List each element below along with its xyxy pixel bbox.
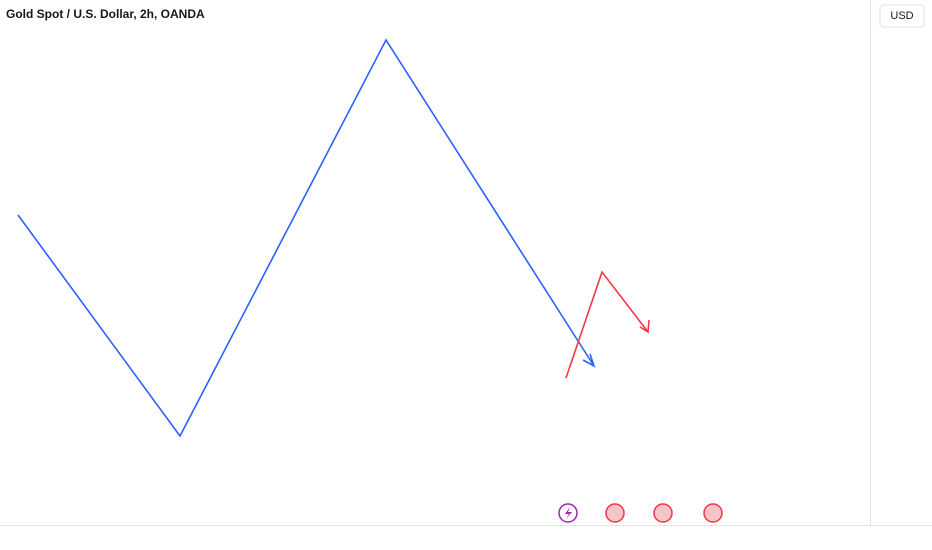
chart-title: Gold Spot / U.S. Dollar, 2h, OANDA: [6, 7, 205, 21]
event-icon: [653, 503, 673, 523]
currency-label: USD: [890, 10, 913, 22]
event-icon: [703, 503, 723, 523]
currency-button[interactable]: [879, 4, 925, 28]
arrow-head: [582, 353, 596, 368]
arrow-head: [639, 319, 650, 334]
event-icons: [558, 503, 723, 523]
event-icon: [565, 507, 572, 519]
projection-line: [565, 270, 649, 379]
drawings: [17, 38, 650, 438]
event-icon: [605, 503, 625, 523]
zigzag-line: [17, 38, 595, 438]
